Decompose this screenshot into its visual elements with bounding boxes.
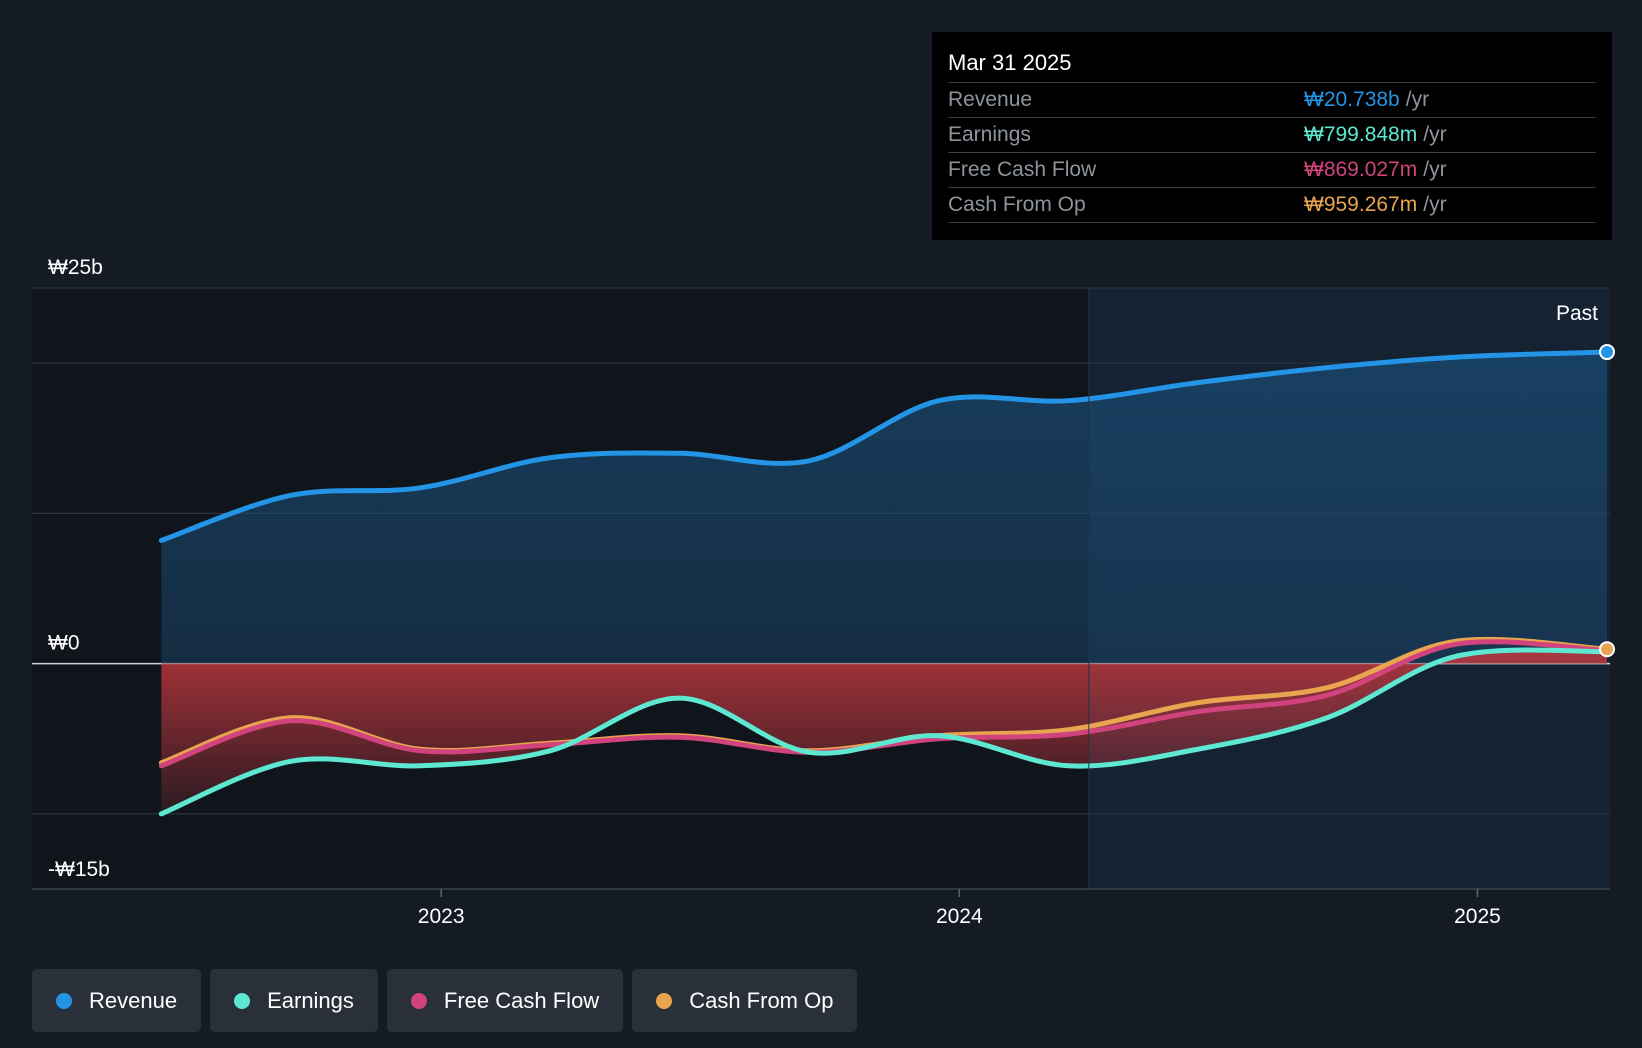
series-end-marker-cash-from-op (1599, 641, 1615, 658)
series-line-earnings (158, 647, 1610, 817)
legend-dot-icon (56, 992, 72, 1009)
y-tick-label: -₩15b (48, 858, 110, 881)
past-label: Past (1556, 302, 1598, 325)
tooltip-value: ₩799.848m (1304, 123, 1418, 146)
tooltip-row-revenue: Revenue ₩20.738b /yr (948, 83, 1596, 118)
negative-area (161, 649, 1607, 814)
tooltip-row-earnings: Earnings ₩799.848m /yr (948, 118, 1596, 153)
y-tick-label: ₩25b (48, 256, 103, 279)
y-tick-label: ₩0 (48, 632, 80, 655)
tooltip: Mar 31 2025 Revenue ₩20.738b /yr Earning… (932, 32, 1612, 240)
series-line-revenue (158, 349, 1610, 543)
tooltip-unit: /yr (1423, 158, 1447, 181)
tooltip-label: Revenue (948, 88, 1033, 111)
series-end-marker-revenue (1599, 344, 1615, 361)
legend-label: Cash From Op (689, 987, 834, 1013)
tooltip-date: Mar 31 2025 (948, 46, 1596, 83)
tooltip-unit: /yr (1405, 88, 1430, 111)
revenue-area (161, 352, 1607, 664)
tooltip-value: ₩20.738b (1304, 88, 1400, 111)
legend-dot-icon (234, 992, 251, 1009)
legend-dot-icon (410, 992, 427, 1009)
x-tick-label: 2025 (1454, 905, 1501, 928)
legend-item-revenue[interactable]: Revenue (32, 969, 202, 1032)
tooltip-label: Earnings (948, 123, 1031, 146)
tooltip-row-cash-from-op: Cash From Op ₩959.267m /yr (948, 188, 1596, 223)
legend-item-cash-from-op[interactable]: Cash From Op (632, 969, 858, 1032)
legend-label: Earnings (267, 987, 354, 1013)
x-tick-label: 2023 (418, 905, 465, 928)
legend-dot-icon (656, 992, 673, 1009)
legend: Revenue Earnings Free Cash Flow Cash Fro… (32, 969, 858, 1032)
x-tick-label: 2024 (936, 905, 983, 928)
tooltip-unit: /yr (1423, 193, 1447, 216)
tooltip-label: Cash From Op (948, 193, 1086, 216)
tooltip-value: ₩959.267m (1304, 193, 1418, 216)
tooltip-unit: /yr (1423, 123, 1447, 146)
legend-label: Free Cash Flow (443, 987, 600, 1013)
legend-item-free-cash-flow[interactable]: Free Cash Flow (386, 969, 624, 1032)
tooltip-value: ₩869.027m (1304, 158, 1418, 181)
legend-label: Revenue (89, 987, 178, 1013)
tooltip-label: Free Cash Flow (948, 158, 1097, 181)
legend-item-earnings[interactable]: Earnings (210, 969, 378, 1032)
tooltip-row-free-cash-flow: Free Cash Flow ₩869.027m /yr (948, 153, 1596, 188)
